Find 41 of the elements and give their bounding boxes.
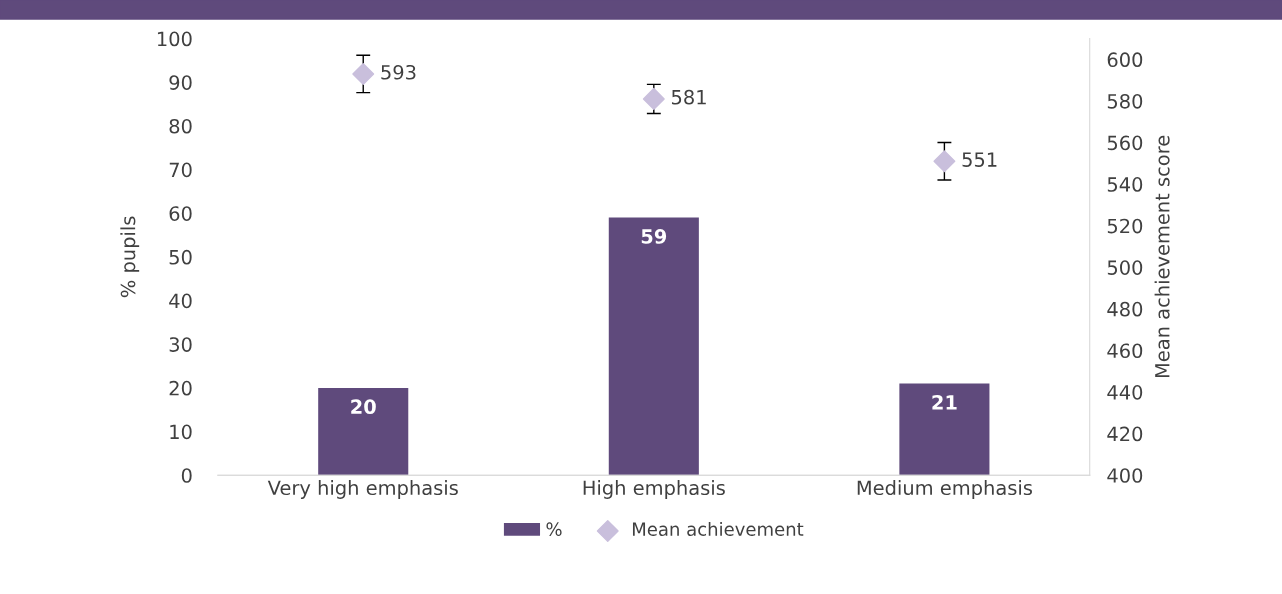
y2-tick-label: 560 bbox=[1107, 135, 1143, 151]
legend-label: Mean achievement bbox=[632, 522, 804, 536]
legend-label: % bbox=[546, 522, 562, 536]
y-tick-label: 50 bbox=[169, 249, 192, 265]
y2-tick-label: 460 bbox=[1107, 343, 1143, 359]
y2-tick-label: 600 bbox=[1107, 52, 1143, 68]
y2-axis-title: Mean achievement score bbox=[1154, 135, 1170, 378]
y2-tick-label: 520 bbox=[1107, 218, 1143, 234]
point bbox=[642, 87, 665, 110]
data-label: 551 bbox=[962, 152, 997, 167]
y-tick-label: 30 bbox=[169, 337, 192, 352]
y2-tick-label: 440 bbox=[1107, 385, 1143, 400]
y2-tick-label: 420 bbox=[1107, 426, 1143, 442]
y2-tick-label: 540 bbox=[1107, 177, 1143, 192]
y-tick-label: 20 bbox=[169, 380, 192, 396]
bar bbox=[318, 387, 409, 476]
data-label: 581 bbox=[671, 89, 706, 105]
y-tick-label: 90 bbox=[169, 75, 192, 90]
y2-tick-label: 480 bbox=[1107, 301, 1143, 317]
y2-tick-label: 580 bbox=[1107, 93, 1143, 109]
y-tick-label: 0 bbox=[181, 468, 192, 483]
y-tick-label: 40 bbox=[169, 293, 192, 309]
y-tick-label: 60 bbox=[169, 206, 192, 221]
y2-tick-label: 500 bbox=[1107, 260, 1143, 275]
y-tick-label: 80 bbox=[169, 118, 192, 134]
x-tick-label: Medium emphasis bbox=[857, 480, 1032, 499]
bar bbox=[608, 217, 699, 476]
data-label: 21 bbox=[932, 394, 957, 410]
x-tick-label: Very high emphasis bbox=[267, 480, 458, 499]
x-tick-label: High emphasis bbox=[583, 480, 725, 499]
y-axis-title: % pupils bbox=[120, 216, 140, 298]
y-tick-label: 70 bbox=[169, 162, 192, 178]
bar bbox=[899, 383, 990, 476]
y2-tick-label: 400 bbox=[1107, 468, 1143, 483]
point bbox=[352, 62, 375, 85]
data-label: 593 bbox=[381, 64, 416, 80]
point bbox=[933, 150, 956, 173]
y-tick-label: 10 bbox=[170, 424, 192, 440]
data-label: 20 bbox=[351, 399, 376, 415]
y-tick-label: 100 bbox=[157, 31, 192, 47]
data-label: 59 bbox=[641, 229, 667, 244]
